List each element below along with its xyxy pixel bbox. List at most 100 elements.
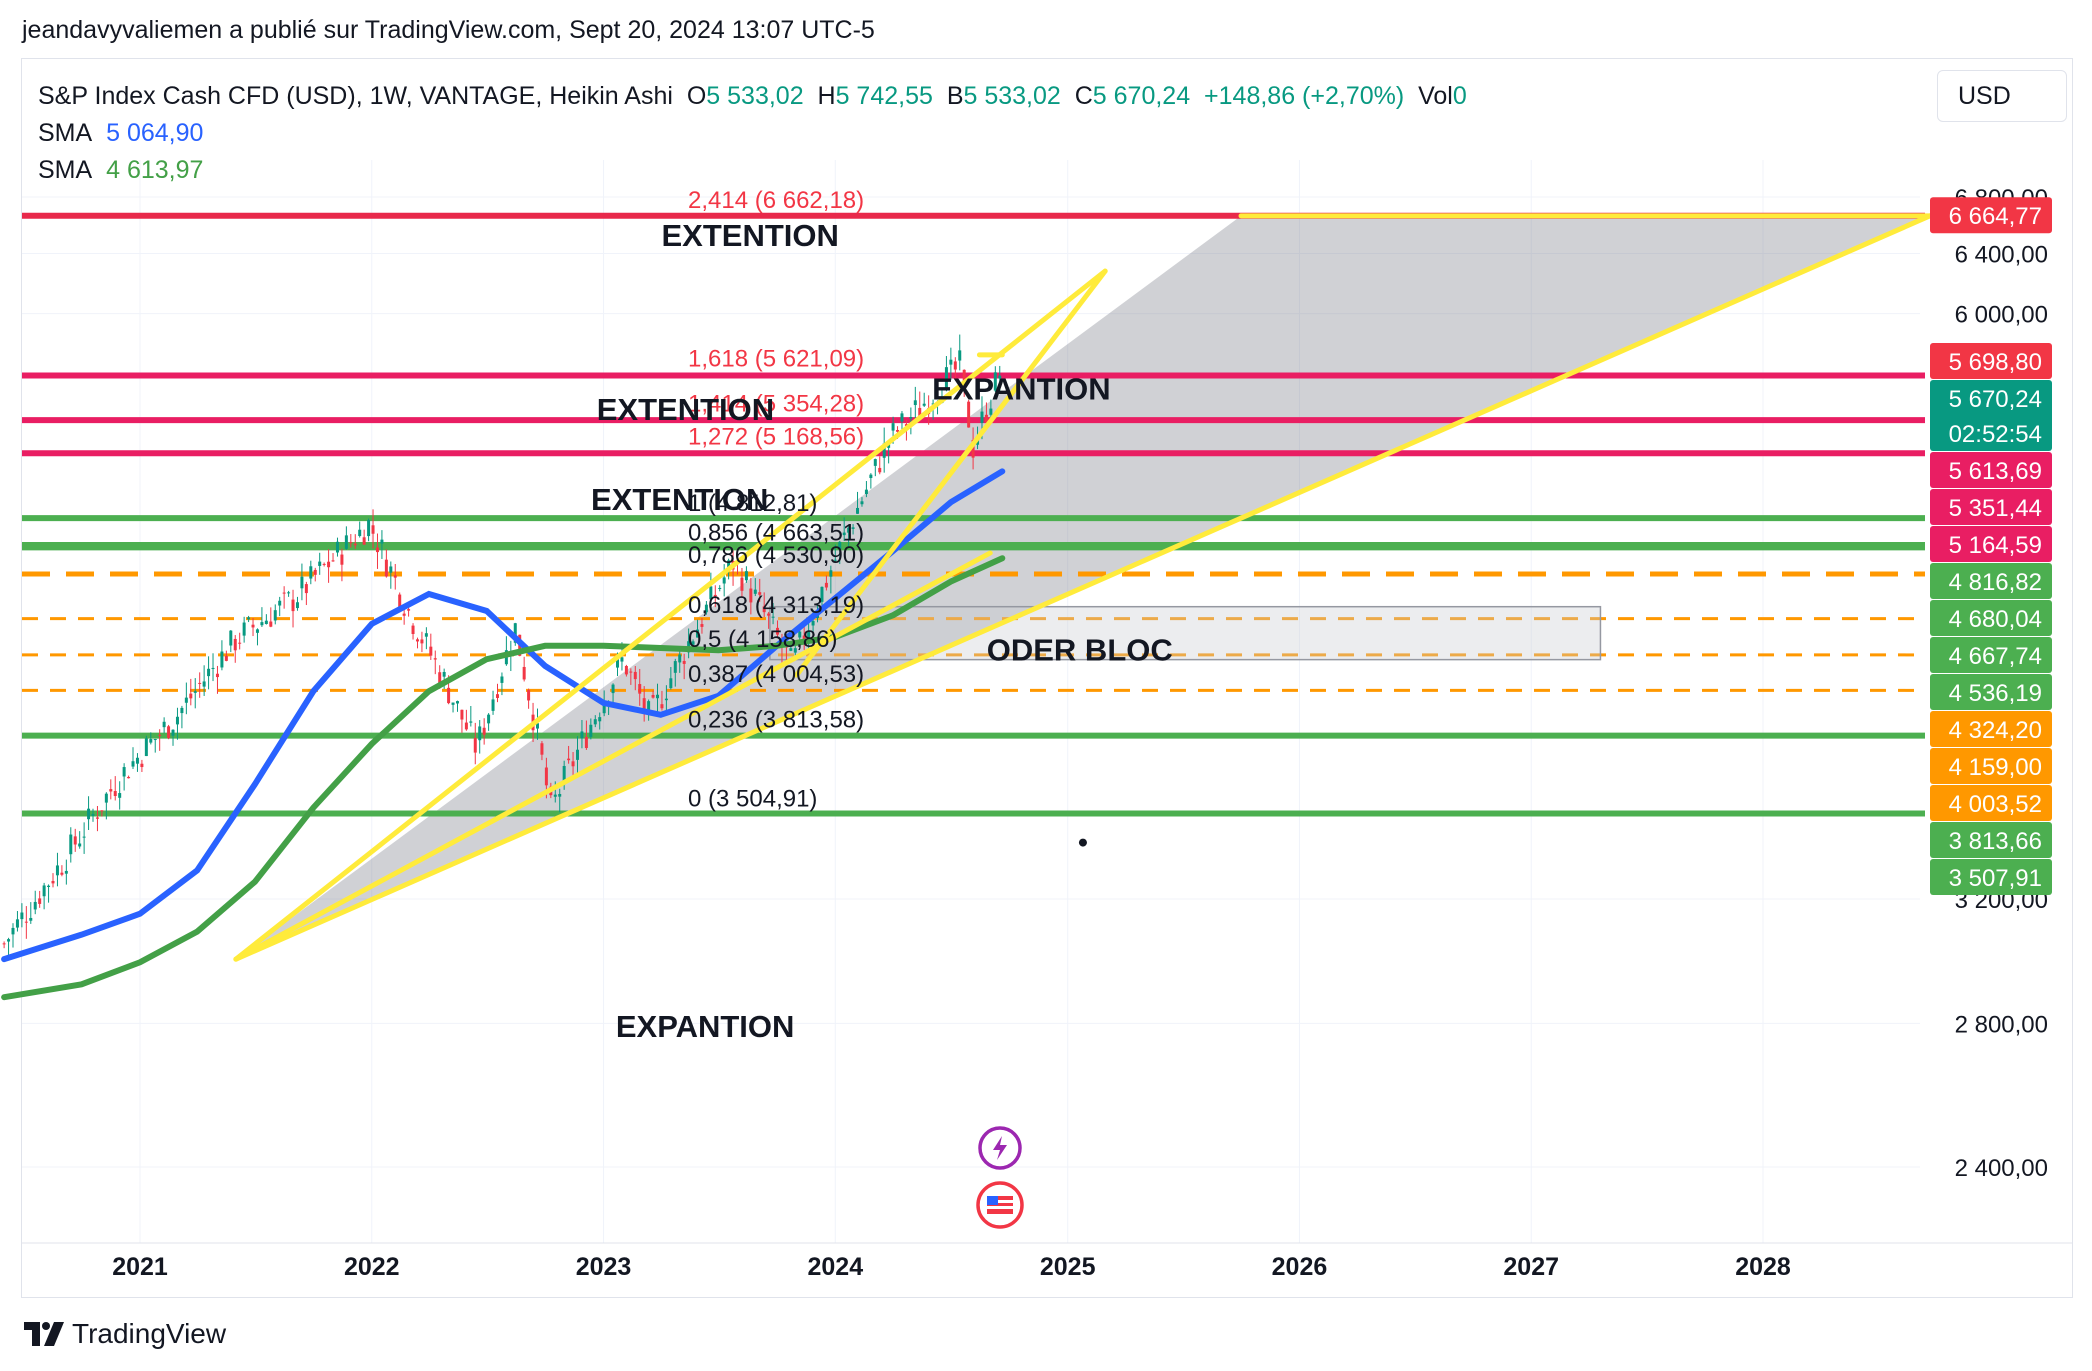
price-label-box [1930,600,2052,637]
candle-body [318,561,322,566]
candle-body [882,443,886,458]
candle-body [33,901,37,910]
candle-body [678,654,682,663]
publish-header: jeandavyvaliemen a publié sur TradingVie… [22,16,875,44]
price-label-text: 4 003,52 [1949,791,2042,818]
candle-body [149,739,153,743]
candle-body [384,559,388,577]
candle-body [500,676,504,683]
currency-button[interactable]: USD [1937,70,2067,122]
candle-body [553,794,557,797]
candle-body [15,919,19,928]
yellow-trendline [794,268,1108,678]
candle-body [2,943,6,945]
footer-brand[interactable]: TradingView [24,1318,226,1350]
candle-body [660,704,664,709]
symbol-name[interactable]: S&P Index Cash CFD (USD), 1W, VANTAGE, H… [38,82,673,110]
price-label-text: 4 816,82 [1949,569,2042,596]
price-label-text: 5 351,44 [1949,495,2042,522]
candle-body [300,576,304,589]
x-tick-label: 2022 [344,1253,400,1281]
candle-body [153,739,157,741]
candle-body [215,673,219,678]
candle-body [718,587,722,589]
price-label-text: 5 698,80 [1949,349,2042,376]
fib-level-label: 1,414 (5 354,28) [688,391,864,418]
price-label-text: 4 680,04 [1949,606,2042,633]
legend-sma1-row[interactable]: SMA 5 064,90 [38,115,1467,152]
candle-body [398,594,402,607]
candle-body [838,541,842,550]
candle-body [269,621,273,627]
candle-body [727,560,731,568]
candle-body [287,592,291,594]
price-label-text: 6 664,77 [1949,203,2042,230]
candle-body [611,684,615,694]
candle-body [211,667,215,669]
sma1-label: SMA [38,119,93,147]
candle-body [562,765,566,785]
candle-body [140,763,144,768]
candle-body [869,474,873,479]
candle-body [69,834,73,855]
candle-body [567,758,571,761]
x-tick-label: 2024 [807,1253,863,1281]
legend-sma2-row[interactable]: SMA 4 613,97 [38,152,1467,189]
candle-body [495,694,499,698]
candle-body [487,714,491,724]
y-tick-label: 6 400,00 [1955,241,2048,268]
yellow-trendline [233,268,1108,962]
x-tick-label: 2023 [576,1253,632,1281]
price-label-box [1930,785,2052,822]
candle-body [255,629,259,633]
candle-body [127,776,131,779]
candle-body [713,594,717,597]
fib-level-label: 0,618 (4 313,19) [688,592,864,619]
candle-body [460,709,464,720]
candle-body [175,716,179,725]
candle-body [744,571,748,581]
candle-body [447,687,451,704]
sma-line-1 [1,468,1006,963]
close-label: C [1074,82,1093,110]
candle-body [913,400,917,406]
price-label-countdown: 02:52:54 [1949,421,2042,448]
x-tick-label: 2027 [1503,1253,1559,1281]
candle-body [180,707,184,714]
candle-body [375,547,379,553]
candle-body [638,684,642,694]
candle-body [753,589,757,594]
candle-body [144,738,148,757]
candle-body [767,613,771,616]
fib-level-label: 0,387 (4 004,53) [688,661,864,688]
candle-body [411,625,415,635]
price-label-box [1930,563,2052,600]
candle-body [7,939,11,942]
candle-body [469,721,473,723]
candle-body [29,917,33,921]
lightning-icon[interactable] [978,1126,1022,1170]
candle-body [580,731,584,739]
fib-level-label: 0,236 (3 813,58) [688,707,864,734]
price-label-text: 4 536,19 [1949,680,2042,707]
price-label-text: 4 159,00 [1949,754,2042,781]
y-tick-label: 2 400,00 [1955,1155,2048,1182]
candle-body [313,569,317,575]
candle-body [104,793,108,803]
x-tick-label: 2021 [112,1253,168,1281]
candle-body [904,424,908,426]
fib-level-label: 0,5 (4 158,86) [688,626,837,653]
annotation-label: EXTENTION [591,482,768,517]
candle-body [807,630,811,641]
candle-body [273,610,277,621]
candle-body [109,789,113,792]
x-tick-label: 2025 [1040,1253,1096,1281]
candle-body [789,648,793,651]
candle-body [38,898,42,904]
candle-body [224,655,228,661]
us-flag-icon[interactable] [976,1181,1024,1229]
tradingview-logo-icon [24,1322,64,1346]
candle-body [189,693,193,699]
candle-body [958,350,962,361]
